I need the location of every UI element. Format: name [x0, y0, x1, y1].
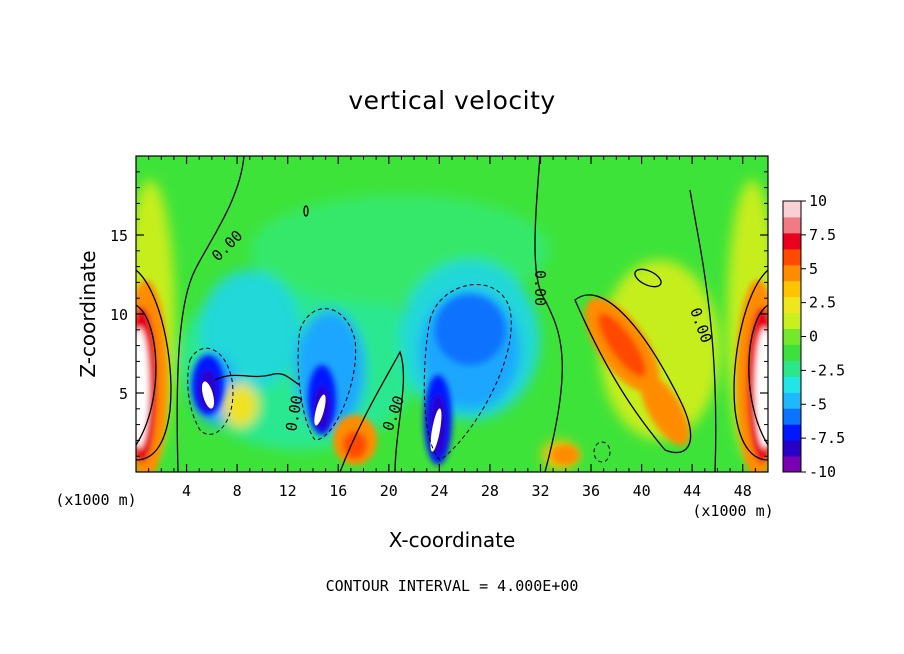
colorbar-tick-label: -5 [809, 395, 827, 413]
y-tick-label: 5 [119, 385, 128, 403]
updraft-x18-core [343, 431, 367, 459]
contour-small-loop [303, 205, 309, 217]
colorbar-segment [783, 392, 801, 409]
x-tick-label: 48 [734, 482, 752, 500]
colorbar-tick-label: 0 [809, 328, 818, 346]
colorbar-tick-label: -2.5 [809, 361, 845, 379]
contour-zero-left [176, 156, 245, 472]
y-tick-label: 10 [110, 306, 128, 324]
contour-negative [423, 284, 512, 461]
contour-small-loop [634, 268, 662, 288]
field-layer [136, 156, 768, 472]
updraft-left-core [136, 328, 149, 448]
colorbar-tick-label: 2.5 [809, 294, 836, 312]
colorbar-segment [783, 360, 801, 377]
x-tick-label: 44 [683, 482, 701, 500]
x-unit-label-left: (x1000 m) [55, 491, 136, 509]
x-tick-label: 28 [481, 482, 499, 500]
colorbar: 10 7.5 5 2.5 0 -2.5 -5 -7.5 -10 [782, 192, 845, 481]
contour-negative [593, 441, 611, 463]
contour-right-core [748, 304, 768, 446]
colorbar-segment [783, 216, 801, 234]
updraft-x41 [640, 374, 690, 446]
contour-zero-right [689, 189, 717, 472]
y-axis: 5 10 15 [110, 171, 768, 457]
x-tick-label: 12 [279, 482, 297, 500]
contour-negative [297, 308, 357, 441]
contour-negative [187, 347, 234, 435]
contour-label: 0.00 [531, 270, 549, 306]
y-axis-title: Z-coordinate [76, 250, 100, 377]
field-patch [222, 383, 258, 427]
colorbar-tick-label: 7.5 [809, 226, 836, 244]
colorbar-segment [783, 312, 801, 330]
downdraft-x24-white [430, 408, 442, 452]
colorbar-tick-label: -7.5 [809, 429, 845, 447]
downdraft-x27 [435, 295, 505, 365]
downdraft-x14-white [314, 394, 326, 426]
contour-right-edge [733, 269, 768, 461]
chart-title: vertical velocity [348, 86, 556, 115]
colorbar-segment [783, 456, 801, 473]
colorbar-segment [783, 264, 801, 282]
colorbar-tick-label: 10 [809, 192, 827, 210]
contour-wavy [214, 373, 301, 386]
colorbar-tick-label: -10 [809, 463, 836, 481]
colorbar-segment [783, 328, 801, 345]
y-tick-label: 15 [110, 227, 128, 245]
contour-left-core [136, 304, 157, 446]
x-axis-title: X-coordinate [389, 528, 516, 552]
downdraft-x6-white [201, 381, 215, 409]
updraft-x34 [551, 445, 579, 465]
x-tick-label: 36 [582, 482, 600, 500]
x-tick-label: 32 [531, 482, 549, 500]
contour-zero-mid [534, 156, 563, 472]
field-patch [600, 260, 720, 440]
colorbar-segment [783, 440, 801, 457]
contour-left-edge [136, 269, 172, 461]
colorbar-segment [783, 201, 801, 218]
contour-dashed [187, 284, 611, 463]
contour-lines [136, 156, 768, 472]
x-unit-label-right: (x1000 m) [692, 502, 773, 520]
colorbar-tick-label: 5 [809, 260, 818, 278]
colorbar-segment [783, 344, 801, 361]
colorbar-segment [783, 248, 801, 266]
colorbar-segment [783, 232, 801, 250]
x-tick-label: 24 [430, 482, 448, 500]
x-tick-label: 8 [233, 482, 242, 500]
contour-x18 [339, 350, 405, 472]
colorbar-segment [783, 424, 801, 441]
colorbar-segment [783, 376, 801, 393]
colorbar-segment [783, 280, 801, 298]
x-tick-label: 4 [182, 482, 191, 500]
updraft-right-core [755, 328, 768, 448]
contour-x38 [574, 294, 692, 454]
updraft-x38-core [598, 313, 646, 377]
x-axis: 4 8 12 16 20 24 28 32 36 40 44 48 [148, 156, 756, 500]
x-tick-label: 16 [329, 482, 347, 500]
contour-interval-note: CONTOUR INTERVAL = 4.000E+00 [325, 577, 579, 595]
colorbar-segment [783, 296, 801, 314]
x-tick-label: 40 [633, 482, 651, 500]
colorbar-segment [783, 408, 801, 425]
contour-label: 0.00 [282, 394, 306, 433]
x-tick-label: 20 [380, 482, 398, 500]
